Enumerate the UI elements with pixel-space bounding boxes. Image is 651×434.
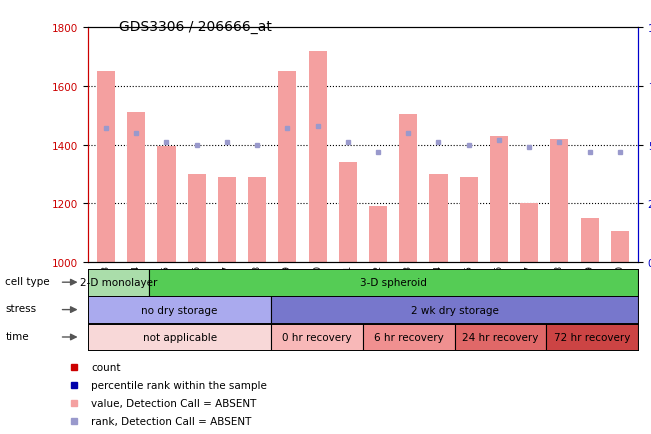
- Bar: [88, 324, 271, 351]
- Bar: [454, 324, 546, 351]
- Bar: [127, 113, 145, 263]
- Text: no dry storage: no dry storage: [141, 305, 217, 315]
- Bar: [581, 219, 599, 263]
- Text: GDS3306 / 206666_at: GDS3306 / 206666_at: [119, 20, 271, 33]
- Text: 2-D monolayer: 2-D monolayer: [80, 278, 157, 287]
- Bar: [490, 137, 508, 263]
- Bar: [460, 178, 478, 263]
- Text: stress: stress: [5, 303, 36, 313]
- Text: count: count: [91, 362, 120, 372]
- Bar: [520, 204, 538, 263]
- Bar: [158, 147, 176, 263]
- Bar: [363, 324, 454, 351]
- Bar: [88, 269, 149, 296]
- Text: 2 wk dry storage: 2 wk dry storage: [411, 305, 499, 315]
- Bar: [309, 52, 327, 263]
- Text: cell type: cell type: [5, 276, 50, 286]
- Bar: [339, 163, 357, 263]
- Bar: [546, 324, 638, 351]
- Bar: [187, 175, 206, 263]
- Text: percentile rank within the sample: percentile rank within the sample: [91, 380, 267, 390]
- Bar: [279, 72, 296, 263]
- Bar: [611, 232, 629, 263]
- Text: 24 hr recovery: 24 hr recovery: [462, 332, 538, 342]
- Bar: [271, 296, 638, 323]
- Bar: [271, 324, 363, 351]
- Bar: [88, 296, 271, 323]
- Bar: [218, 178, 236, 263]
- Text: not applicable: not applicable: [143, 332, 217, 342]
- Bar: [97, 72, 115, 263]
- Text: value, Detection Call = ABSENT: value, Detection Call = ABSENT: [91, 398, 256, 408]
- Text: time: time: [5, 331, 29, 341]
- Text: 6 hr recovery: 6 hr recovery: [374, 332, 443, 342]
- Bar: [248, 178, 266, 263]
- Bar: [550, 140, 568, 263]
- Text: rank, Detection Call = ABSENT: rank, Detection Call = ABSENT: [91, 416, 251, 426]
- Text: 3-D spheroid: 3-D spheroid: [360, 278, 427, 287]
- Text: 72 hr recovery: 72 hr recovery: [554, 332, 630, 342]
- Bar: [369, 207, 387, 263]
- Bar: [149, 269, 638, 296]
- Bar: [399, 115, 417, 263]
- Bar: [430, 175, 448, 263]
- Text: 0 hr recovery: 0 hr recovery: [283, 332, 352, 342]
